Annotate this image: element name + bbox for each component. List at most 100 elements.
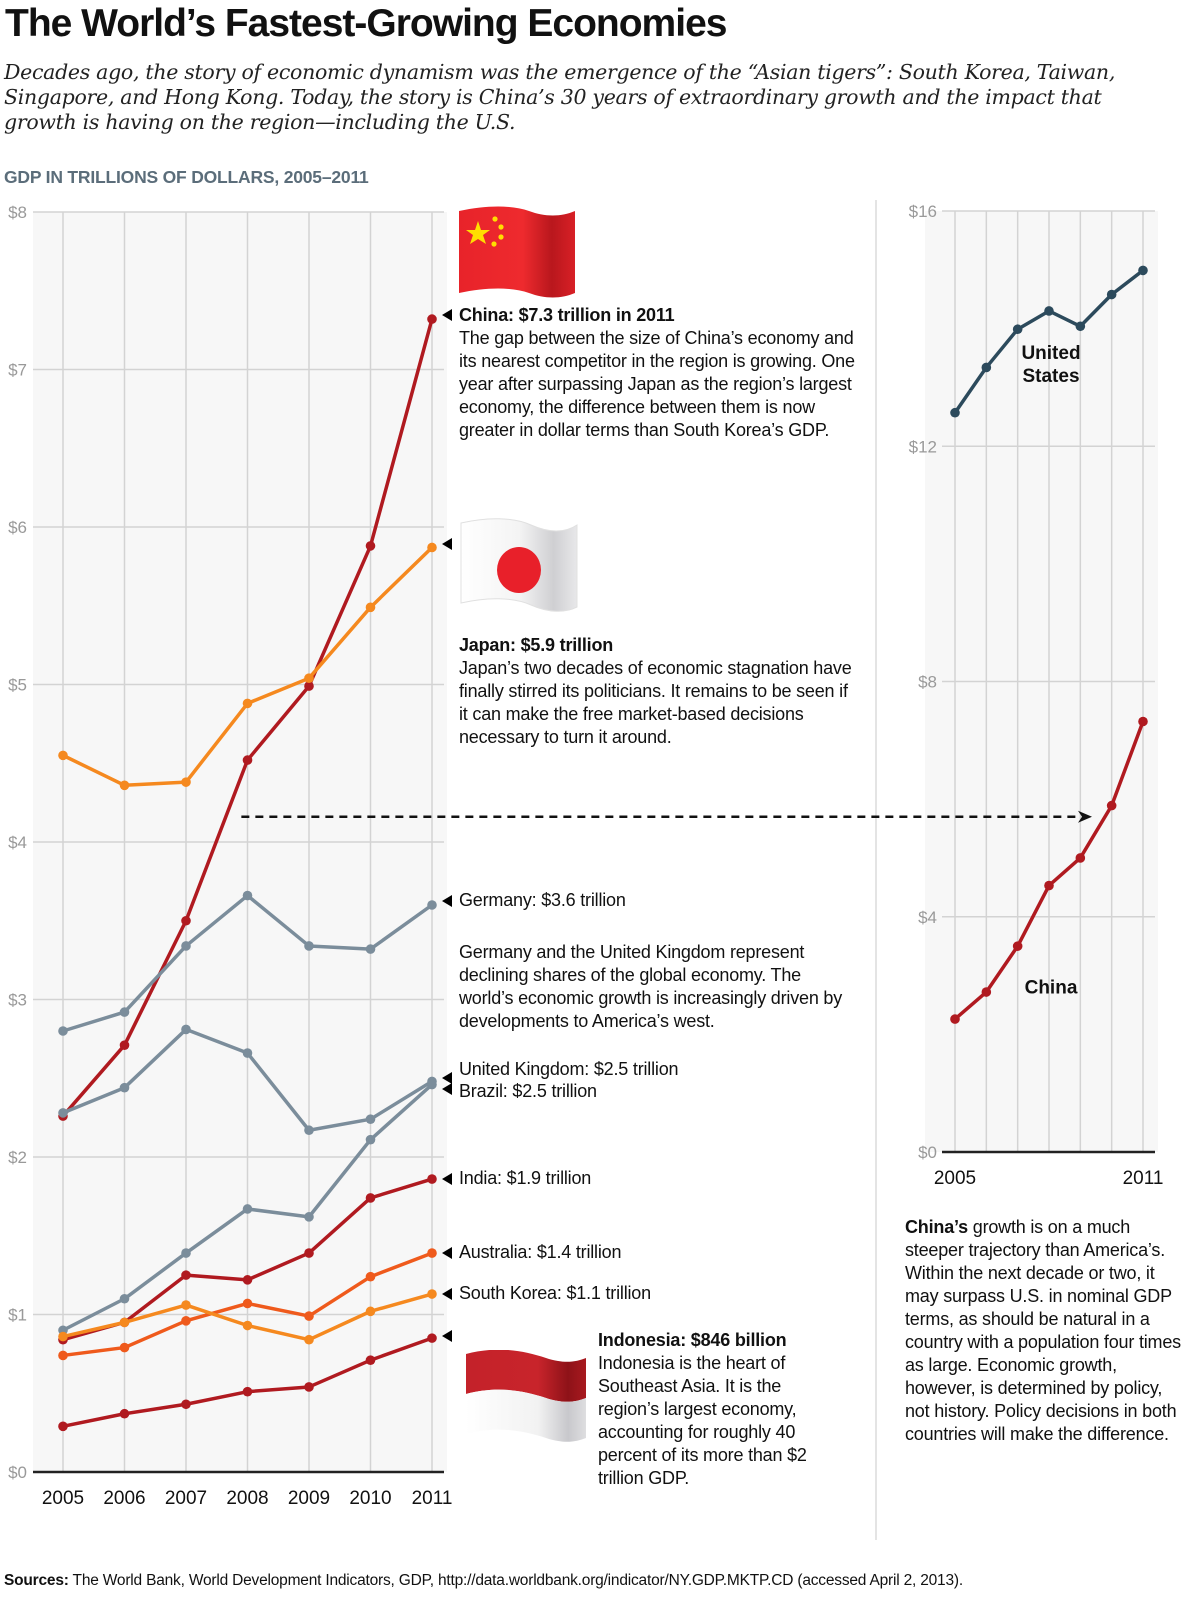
south-korea-point xyxy=(242,1320,253,1331)
brazil-annotation-head: Brazil: $2.5 trillion xyxy=(459,1081,597,1101)
left-y-tick-label: $4 xyxy=(8,833,27,852)
brazil-point xyxy=(304,1212,314,1222)
indonesia-annotation-body: Indonesia is the heart of Southeast Asia… xyxy=(598,1353,807,1488)
japan-point xyxy=(304,673,314,683)
comparison-note: China’s growth is on a much steeper traj… xyxy=(905,1216,1185,1446)
left-series-japan xyxy=(58,542,437,791)
india-annotation: India: $1.9 trillion xyxy=(459,1168,592,1188)
china-point xyxy=(950,1014,960,1024)
australia-point xyxy=(427,1248,437,1258)
korea-annotation: South Korea: $1.1 trillion xyxy=(459,1283,651,1303)
united-states-point xyxy=(950,407,960,418)
left-series-china xyxy=(58,314,437,1121)
china-point xyxy=(304,681,314,691)
indonesia-point xyxy=(304,1382,314,1392)
china-point xyxy=(181,915,191,926)
australia-point xyxy=(304,1311,314,1321)
australia-point xyxy=(181,1316,191,1326)
india-point xyxy=(304,1248,314,1258)
right-series-united-states xyxy=(950,265,1148,418)
china-point xyxy=(427,314,437,324)
germany-point xyxy=(304,941,314,951)
left-y-tick-label: $5 xyxy=(8,676,27,695)
right-y-tick-label: $16 xyxy=(909,202,937,221)
united-kingdom-point xyxy=(119,1082,130,1093)
brazil-point xyxy=(242,1204,253,1214)
left-series-australia xyxy=(58,1248,437,1361)
reference-arrow xyxy=(241,810,1092,823)
south-korea-point xyxy=(181,1300,191,1310)
china-annotation-body: The gap between the size of China’s econ… xyxy=(459,328,855,440)
united-kingdom-point xyxy=(242,1048,253,1058)
left-series-indonesia xyxy=(58,1333,437,1432)
uk-brazil-annotation: United Kingdom: $2.5 trillion Brazil: $2… xyxy=(459,1058,859,1102)
india-point xyxy=(242,1275,253,1285)
china-point xyxy=(1044,880,1054,891)
indonesia-point xyxy=(242,1386,253,1397)
europe-annotation-body: Germany and the United Kingdom represent… xyxy=(459,942,843,1031)
comparison-note-bold: China’s xyxy=(905,1217,968,1237)
australia-point xyxy=(242,1298,253,1309)
left-x-tick-label: 2008 xyxy=(226,1488,268,1509)
right-series-china xyxy=(950,716,1148,1024)
germany-point xyxy=(58,1026,68,1036)
china-point xyxy=(1012,941,1023,951)
europe-annotation: Germany and the United Kingdom represent… xyxy=(459,941,859,1033)
united-kingdom-point xyxy=(58,1108,68,1118)
right-y-tick-label: $8 xyxy=(918,673,937,692)
right-chart-grid xyxy=(925,210,1158,1154)
china-point xyxy=(1138,716,1148,727)
china-series-label: China xyxy=(1025,978,1078,999)
right-x-tick-label: 2011 xyxy=(1123,1168,1164,1189)
right-chart-series xyxy=(950,265,1148,1024)
germany-point xyxy=(427,900,437,910)
united-kingdom-point xyxy=(365,1114,376,1124)
left-x-tick-label: 2010 xyxy=(349,1488,391,1509)
japan-point xyxy=(365,602,376,613)
left-y-tick-label: $3 xyxy=(8,991,27,1010)
left-x-tick-label: 2007 xyxy=(165,1488,207,1509)
china-point xyxy=(981,987,992,997)
japan-point xyxy=(58,750,68,761)
australia-point xyxy=(365,1271,376,1282)
indonesia-point xyxy=(427,1333,437,1343)
left-series-united-kingdom xyxy=(58,1024,437,1136)
china-flag-icon xyxy=(457,205,577,300)
indonesia-annotation-head: Indonesia: $846 billion xyxy=(598,1330,787,1350)
left-y-tick-label: $8 xyxy=(8,203,27,222)
left-x-tick-label: 2005 xyxy=(42,1488,84,1509)
left-x-tick-label: 2009 xyxy=(288,1488,330,1509)
australia-annotation: Australia: $1.4 trillion xyxy=(459,1242,622,1262)
chart-label: GDP IN TRILLIONS OF DOLLARS, 2005–2011 xyxy=(4,167,369,187)
sources-text: The World Bank, World Development Indica… xyxy=(68,1572,964,1589)
germany-annotation-head: Germany: $3.6 trillion xyxy=(459,890,626,910)
india-point xyxy=(365,1193,376,1203)
left-y-tick-label: $0 xyxy=(8,1463,27,1482)
germany-point xyxy=(242,890,253,901)
china-point xyxy=(365,541,376,551)
china-point xyxy=(1106,800,1117,811)
china-point xyxy=(119,1040,130,1050)
australia-point xyxy=(119,1342,130,1353)
south-korea-point xyxy=(304,1334,314,1345)
comparison-note-body: growth is on a much steeper trajectory t… xyxy=(905,1217,1181,1444)
brazil-pointer-icon xyxy=(442,1083,452,1095)
brazil-point xyxy=(365,1134,376,1145)
united-states-point xyxy=(1106,289,1117,300)
indonesia-flag-icon xyxy=(466,1349,591,1450)
germany-point xyxy=(181,941,191,951)
sources-note: Sources: The World Bank, World Developme… xyxy=(4,1572,963,1590)
left-axis-labels: $0 $1 $2 $3 $4 $5 $6 $7 $8 2005 2006 2007 2008 2009 20… xyxy=(8,203,452,1509)
brazil-point xyxy=(427,1079,437,1090)
japan-annotation: Japan: $5.9 trillion Japan’s two decades… xyxy=(459,634,859,749)
germany-point xyxy=(119,1007,130,1017)
united-states-point xyxy=(1138,265,1148,276)
indonesia-point xyxy=(119,1408,130,1419)
right-y-tick-label: $12 xyxy=(909,437,937,456)
japan-point xyxy=(427,542,437,553)
china-annotation-head: China: $7.3 trillion in 2011 xyxy=(459,305,675,325)
indonesia-point xyxy=(181,1399,191,1410)
left-x-tick-label: 2011 xyxy=(412,1488,453,1509)
indonesia-point xyxy=(365,1355,376,1365)
